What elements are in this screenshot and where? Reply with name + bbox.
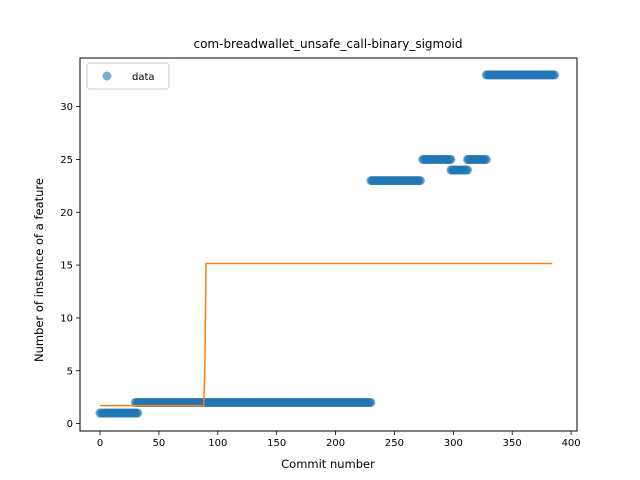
x-axis: 0 50 100 150 200 250 300 350 400 [97, 431, 581, 449]
data-point [415, 176, 425, 186]
data-point [481, 154, 491, 164]
legend: data [86, 62, 170, 90]
x-tick-label: 250 [385, 438, 404, 449]
y-tick-label: 20 [60, 208, 73, 219]
data-point [133, 408, 143, 418]
data-point [462, 165, 472, 175]
y-tick-label: 25 [60, 155, 73, 166]
data-point [446, 154, 456, 164]
y-tick-label: 30 [60, 102, 73, 113]
plot-area [95, 70, 560, 418]
y-tick-label: 10 [60, 313, 73, 324]
x-tick-label: 150 [267, 438, 286, 449]
y-axis: 0 5 10 15 20 25 30 [60, 102, 80, 430]
legend-marker-data [102, 71, 112, 81]
legend-label-data: data [132, 72, 155, 83]
data-point [550, 70, 560, 80]
legend-box [86, 62, 170, 90]
fit-line [100, 262, 553, 407]
y-tick-label: 15 [60, 261, 73, 272]
x-tick-label: 300 [444, 438, 463, 449]
y-tick-label: 0 [67, 419, 73, 430]
x-tick-label: 350 [503, 438, 522, 449]
x-tick-label: 400 [562, 438, 581, 449]
x-axis-label: Commit number [281, 457, 375, 471]
x-tick-label: 50 [153, 438, 166, 449]
x-tick-label: 200 [326, 438, 345, 449]
data-point [366, 397, 376, 407]
x-tick-label: 100 [208, 438, 227, 449]
x-tick-label: 0 [97, 438, 103, 449]
y-axis-label: Number of instance of a feature [32, 178, 46, 362]
plot-frame [79, 57, 578, 432]
chart-title: com-breadwallet_unsafe_call-binary_sigmo… [193, 37, 462, 51]
y-tick-label: 5 [67, 366, 73, 377]
